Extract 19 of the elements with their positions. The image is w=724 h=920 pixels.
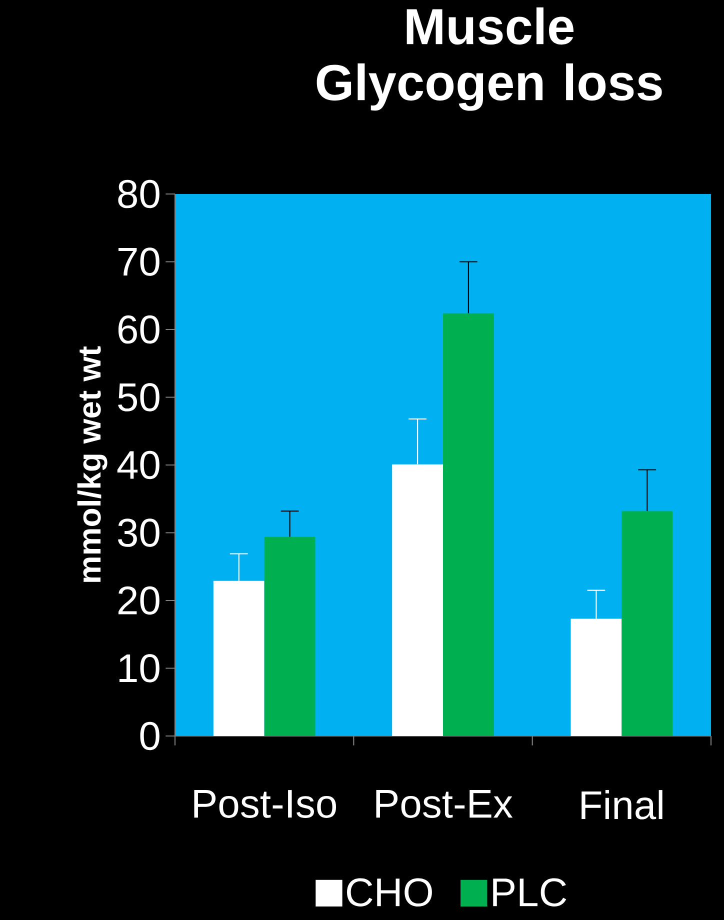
y-tick-label: 70 — [118, 248, 160, 276]
legend-label: CHO — [347, 878, 432, 907]
y-tick-label: 60 — [118, 315, 160, 344]
y-tick-label: 0 — [140, 722, 160, 750]
y-tick-label: 30 — [118, 518, 160, 547]
y-tick-label: 50 — [118, 383, 160, 412]
chart-title: Muscle Glycogen loss — [316, 7, 662, 111]
y-tick-label: 10 — [120, 654, 160, 682]
x-tick-label: Post-Ex — [376, 790, 513, 818]
legend-label: PLC — [493, 878, 566, 907]
bar — [443, 313, 494, 736]
y-tick-label: 80 — [118, 180, 160, 208]
y-tick-label: 40 — [117, 450, 160, 480]
x-tick-label: Post-Iso — [194, 790, 336, 818]
y-tick-label: 20 — [118, 586, 160, 615]
x-tick-label: Final — [582, 790, 662, 820]
y-axis-title: mmol/kg wet wt — [77, 346, 108, 582]
bar — [264, 536, 316, 736]
bar — [622, 511, 673, 736]
